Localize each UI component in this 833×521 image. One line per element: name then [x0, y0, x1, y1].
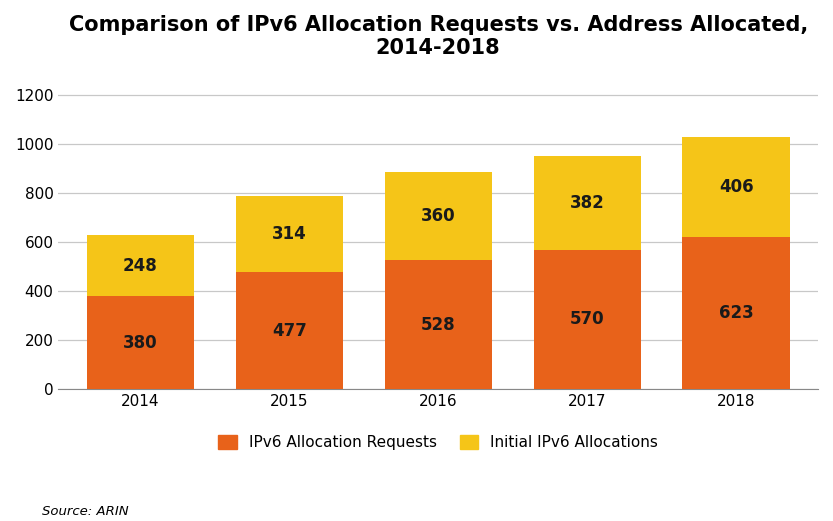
Title: Comparison of IPv6 Allocation Requests vs. Address Allocated,
2014-2018: Comparison of IPv6 Allocation Requests v… — [68, 15, 808, 58]
Text: Source: ARIN: Source: ARIN — [42, 505, 128, 518]
Bar — [682, 137, 790, 237]
Text: 406: 406 — [719, 178, 753, 196]
Bar — [236, 195, 343, 272]
Bar — [533, 156, 641, 250]
Bar — [385, 172, 491, 260]
Text: 380: 380 — [123, 334, 157, 352]
Text: 570: 570 — [570, 311, 605, 328]
Text: 382: 382 — [570, 194, 605, 212]
Text: 360: 360 — [421, 207, 456, 225]
Bar — [87, 296, 194, 389]
Text: 314: 314 — [272, 225, 307, 243]
Text: 477: 477 — [272, 322, 307, 340]
Bar — [236, 272, 343, 389]
Bar — [533, 250, 641, 389]
Bar — [87, 235, 194, 296]
Text: 623: 623 — [719, 304, 754, 322]
Legend: IPv6 Allocation Requests, Initial IPv6 Allocations: IPv6 Allocation Requests, Initial IPv6 A… — [212, 429, 664, 456]
Text: 248: 248 — [123, 257, 157, 275]
Bar — [385, 260, 491, 389]
Text: 528: 528 — [421, 316, 456, 333]
Bar — [682, 237, 790, 389]
